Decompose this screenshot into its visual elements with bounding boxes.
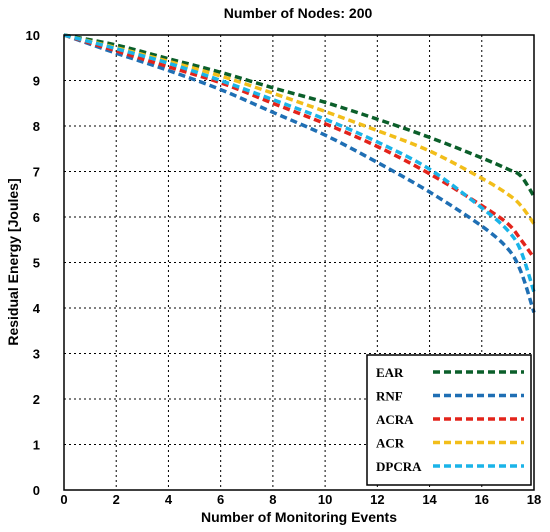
y-tick-label: 2: [33, 392, 40, 407]
x-tick-label: 10: [318, 492, 332, 507]
legend-label-dpcra: DPCRA: [376, 459, 422, 474]
legend: EAR RNF ACRA ACR DPCRA: [366, 354, 532, 486]
y-tick-label: 5: [33, 256, 40, 271]
y-tick-label: 0: [33, 483, 40, 498]
x-tick-label: 0: [60, 492, 67, 507]
y-tick-label: 7: [33, 165, 40, 180]
y-tick-label: 1: [33, 438, 40, 453]
y-tick-label: 3: [33, 347, 40, 362]
x-axis-label: Number of Monitoring Events: [201, 509, 397, 525]
x-tick-label: 16: [475, 492, 489, 507]
y-tick-label: 8: [33, 119, 40, 134]
series-line-rnf: [63, 33, 536, 314]
series-line-dpcra: [63, 33, 536, 293]
series-line-acra: [63, 33, 536, 259]
x-tick-label: 8: [269, 492, 276, 507]
legend-label-acra: ACRA: [376, 412, 414, 427]
chart-title: Number of Nodes: 200: [224, 5, 373, 21]
x-tick-label: 14: [422, 492, 437, 507]
y-tick-label: 10: [26, 28, 40, 43]
x-tick-label: 4: [165, 492, 173, 507]
legend-label-ear: EAR: [376, 365, 404, 380]
y-tick-label: 9: [33, 74, 40, 89]
x-tick-label: 6: [217, 492, 224, 507]
legend-label-acr: ACR: [376, 436, 405, 451]
y-tick-label: 4: [33, 301, 41, 316]
series-lines: [63, 33, 536, 314]
legend-label-rnf: RNF: [376, 389, 403, 404]
x-tick-label: 12: [370, 492, 384, 507]
x-tick-label: 18: [527, 492, 541, 507]
plot-area: [63, 34, 535, 491]
x-tick-label: 2: [113, 492, 120, 507]
series-line-ear: [63, 33, 536, 198]
y-axis-label: Residual Energy [Joules]: [5, 178, 21, 345]
y-tick-label: 6: [33, 210, 40, 225]
